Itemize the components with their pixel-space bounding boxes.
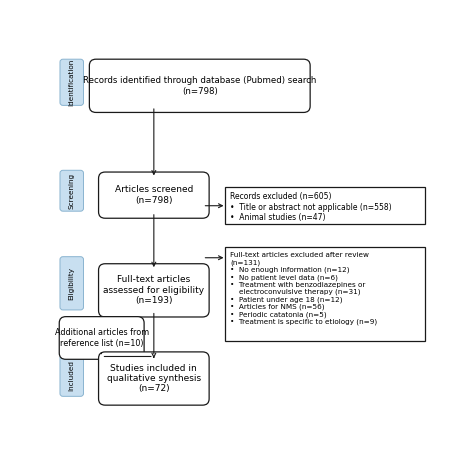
- FancyBboxPatch shape: [225, 187, 425, 224]
- Text: Included: Included: [69, 360, 75, 392]
- Text: Records identified through database (Pubmed) search
(n=798): Records identified through database (Pub…: [83, 76, 317, 96]
- Text: Eligibility: Eligibility: [69, 267, 75, 300]
- FancyBboxPatch shape: [60, 59, 83, 105]
- FancyBboxPatch shape: [60, 355, 83, 396]
- Text: Additional articles from
reference list (n=10): Additional articles from reference list …: [55, 328, 149, 348]
- FancyBboxPatch shape: [60, 256, 83, 310]
- Text: Studies included in
qualitative synthesis
(n=72): Studies included in qualitative synthesi…: [107, 364, 201, 393]
- FancyBboxPatch shape: [59, 316, 144, 360]
- FancyBboxPatch shape: [99, 264, 209, 317]
- Text: Articles screened
(n=798): Articles screened (n=798): [115, 185, 193, 205]
- Text: Records excluded (n=605)
•  Title or abstract not applicable (n=558)
•  Animal s: Records excluded (n=605) • Title or abst…: [230, 192, 392, 222]
- FancyBboxPatch shape: [60, 170, 83, 211]
- FancyBboxPatch shape: [99, 352, 209, 405]
- Text: Full-text articles excluded after review
(n=131)
•  No enough information (n=12): Full-text articles excluded after review…: [230, 252, 377, 326]
- Text: Full-text articles
assessed for eligibility
(n=193): Full-text articles assessed for eligibil…: [103, 275, 204, 305]
- Text: Identification: Identification: [69, 59, 75, 106]
- FancyBboxPatch shape: [225, 247, 425, 341]
- Text: Screening: Screening: [69, 173, 75, 209]
- FancyBboxPatch shape: [99, 172, 209, 218]
- FancyBboxPatch shape: [90, 59, 310, 113]
